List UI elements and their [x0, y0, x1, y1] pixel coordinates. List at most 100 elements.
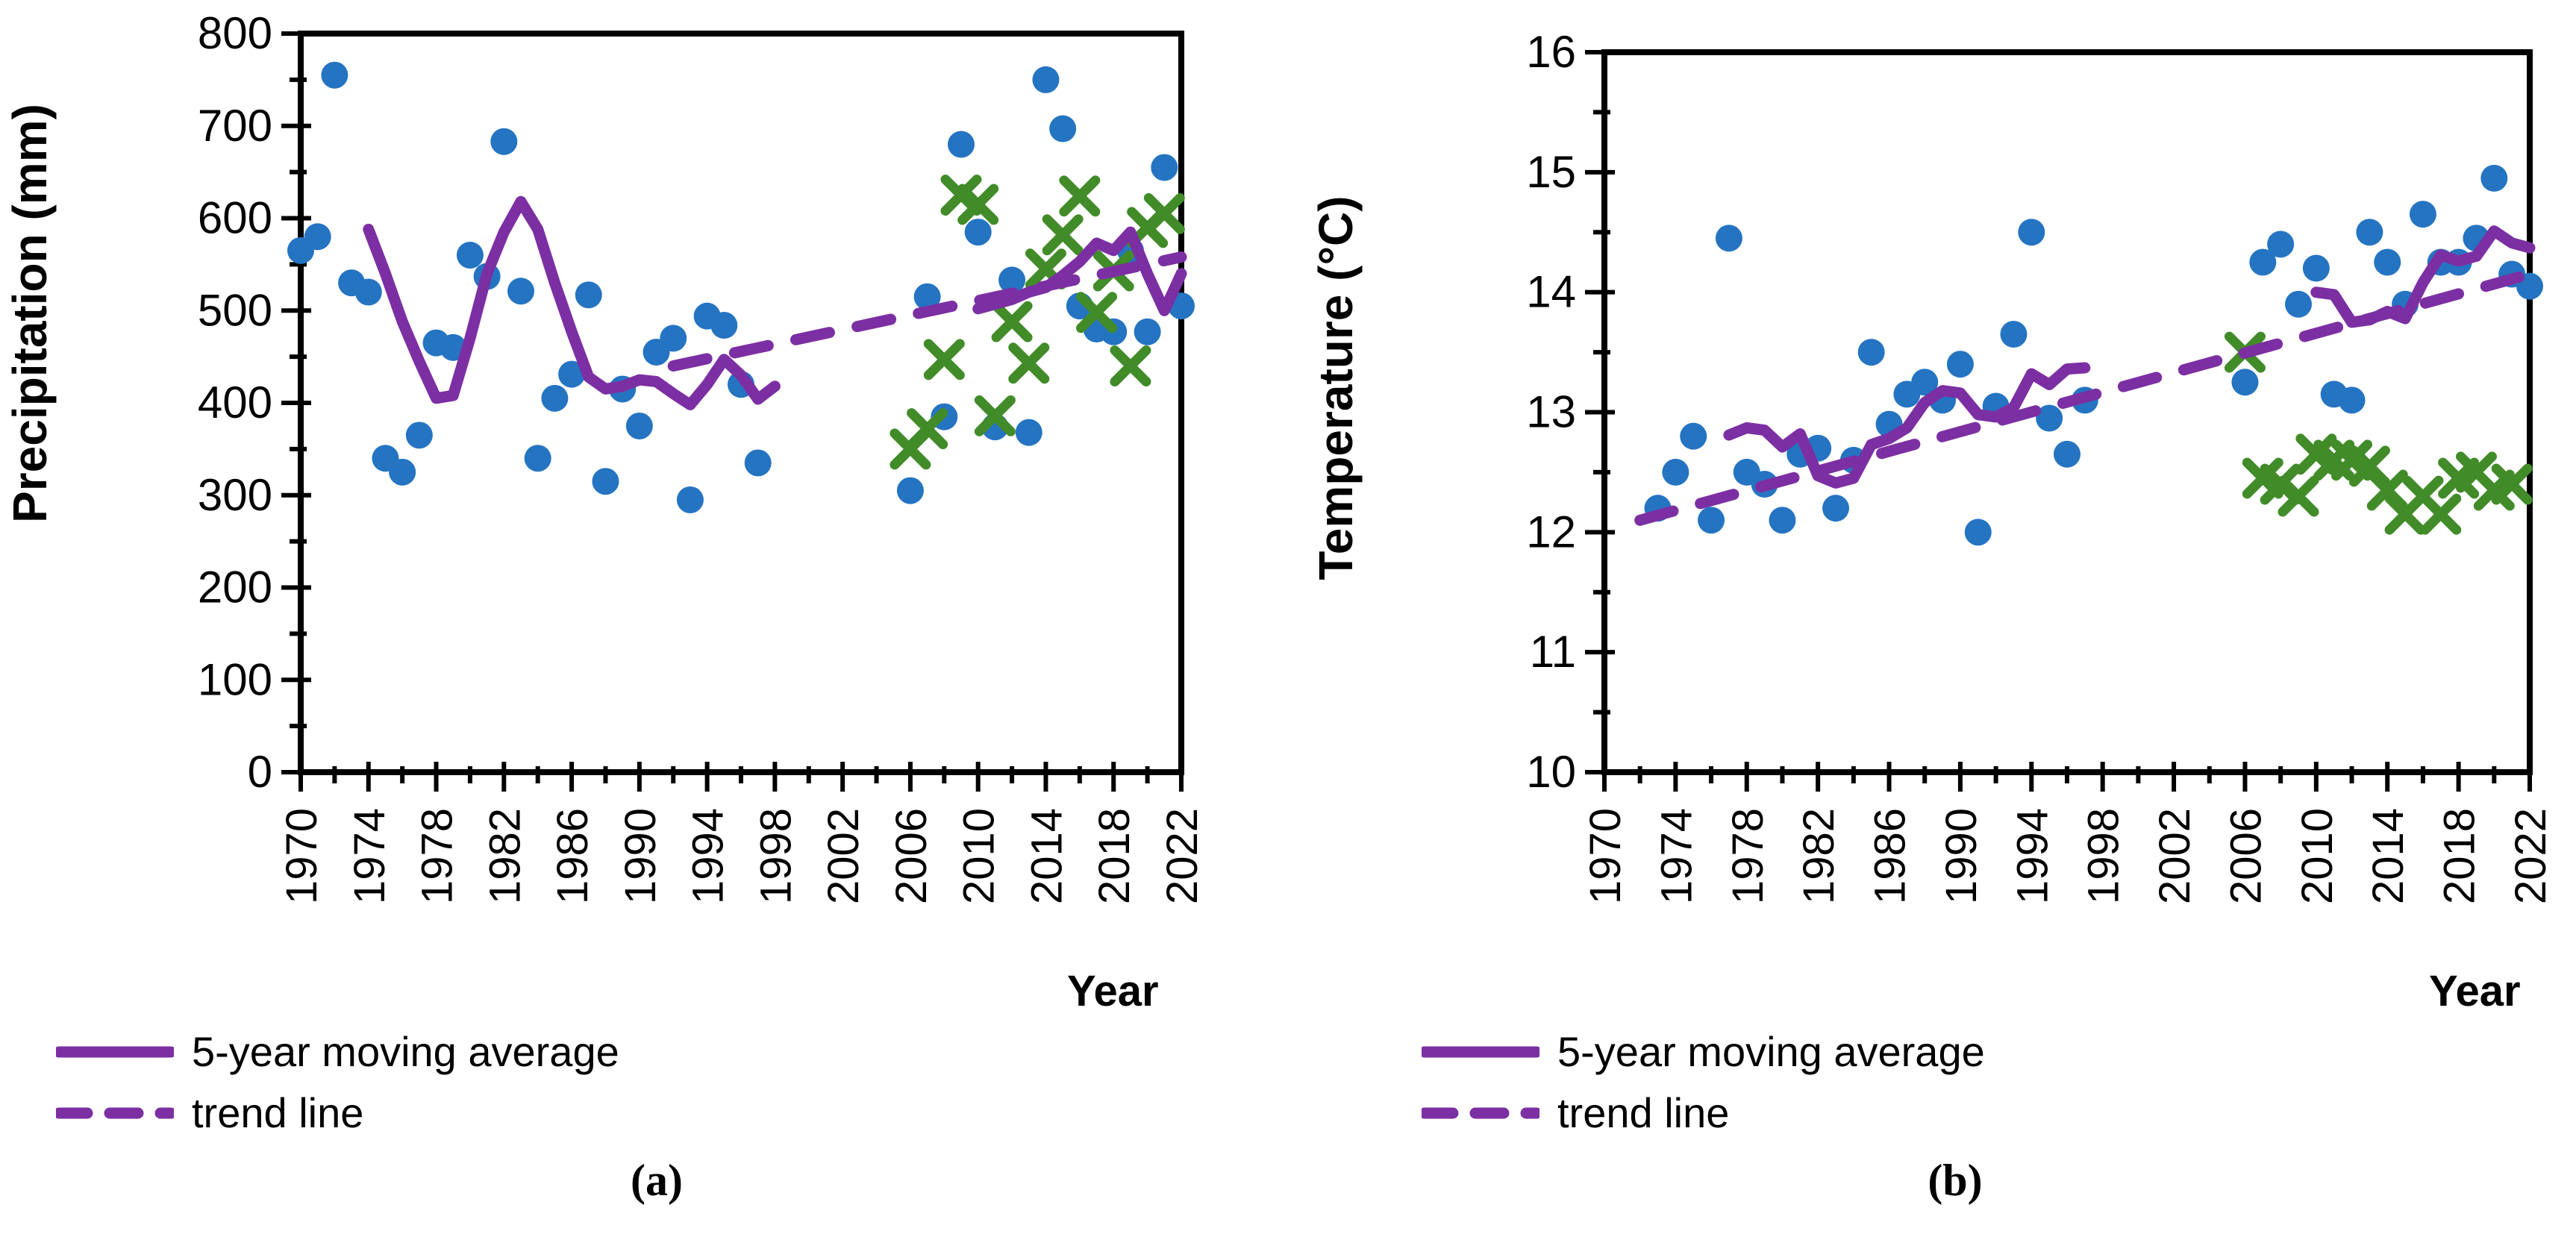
data-point-dot — [2409, 201, 2436, 228]
data-point-x — [1008, 342, 1050, 384]
data-point-dot — [507, 278, 534, 305]
series-line-solid — [363, 195, 1187, 410]
data-point-dot — [304, 223, 331, 251]
chart-panel-b: 1970 1974 1978 1982 1986 1990 1994 1998 2002 2006… — [1309, 27, 2555, 904]
x-tick-label: 2018 — [1090, 808, 1139, 904]
x-tick-label: 2010 — [955, 808, 1004, 904]
x-tick-label: 1990 — [1937, 808, 1986, 904]
y-axis-title: Precipitation (mm) — [3, 104, 57, 523]
data-point-dot — [1946, 351, 1974, 378]
series-dot — [1644, 164, 2543, 546]
data-point-dot — [2356, 219, 2383, 246]
xaxis-title-b: Year — [2429, 967, 2521, 1015]
data-point-dot — [575, 281, 602, 309]
data-point-x — [907, 408, 948, 450]
y-tick-label: 13 — [1526, 387, 1576, 437]
y-tick-label: 12 — [1526, 507, 1576, 557]
data-point-dot — [998, 266, 1026, 294]
x-tick-label: 1970 — [278, 808, 326, 904]
data-point-dot — [1769, 507, 1796, 534]
moving-average-line — [2310, 225, 2536, 328]
data-point-dot — [1857, 339, 1885, 366]
x-tick-label: 2014 — [1022, 808, 1071, 904]
data-point-x — [1143, 192, 1185, 234]
legend-label-moving-average: 5-year moving average — [1557, 1028, 1985, 1075]
data-point-dot — [1964, 519, 1992, 546]
data-point-dot — [1715, 225, 1742, 252]
x-tick-label: 1990 — [616, 808, 665, 904]
data-point-dot — [2249, 248, 2277, 276]
x-tick-label: 2002 — [2151, 808, 2199, 904]
data-point-dot — [389, 458, 416, 486]
legend-item-moving-average: 5-year moving average — [56, 1031, 619, 1073]
legend-label-trend-line: trend line — [1557, 1089, 1730, 1136]
x-tick-label: 1970 — [1581, 808, 1630, 904]
y-tick-label: 10 — [1526, 747, 1576, 797]
series-x — [2224, 331, 2533, 535]
legend-panel-a: 5-year moving average trend line — [56, 1031, 619, 1134]
y-tick-label: 300 — [198, 470, 272, 520]
data-point-dot — [1662, 458, 1689, 486]
x-tick-label: 1978 — [1724, 808, 1772, 904]
data-point-dot — [744, 449, 772, 477]
chart-panel-a: 1970 1974 1978 1982 1986 1990 1994 1998 2002 2006… — [3, 8, 1207, 904]
x-tick-label: 1986 — [1866, 808, 1915, 904]
series-x — [890, 175, 1185, 470]
x-tick-label: 1982 — [1795, 808, 1843, 904]
data-point-dot — [354, 278, 382, 306]
data-point-dot — [490, 128, 518, 155]
y-tick-label: 400 — [198, 378, 272, 428]
x-tick-label: 1998 — [751, 808, 800, 904]
trend-line — [1634, 269, 2536, 526]
data-point-dot — [1134, 318, 1161, 345]
x-tick-label: 1974 — [1652, 808, 1701, 904]
y-axis-title: Temperature (°C) — [1309, 195, 1363, 580]
y-tick-label: 11 — [1530, 627, 1576, 677]
caption-panel-b: (b) — [1928, 1156, 1983, 1205]
data-point-dot — [2480, 164, 2508, 192]
y-tick-label: 600 — [198, 193, 272, 243]
legend-item-trend-line: trend line — [1422, 1092, 1985, 1134]
x-tick-label: 2018 — [2436, 808, 2484, 904]
series-dot — [287, 61, 1195, 513]
data-point-x — [1110, 345, 1151, 386]
data-point-dot — [1911, 369, 1939, 396]
data-point-x — [923, 339, 965, 381]
caption-panel-a: (a) — [631, 1156, 683, 1205]
x-tick-label: 2022 — [2507, 808, 2555, 904]
moving-average-line — [363, 195, 781, 410]
x-tick-label: 2014 — [2364, 808, 2413, 904]
x-tick-label: 1998 — [2080, 808, 2128, 904]
dashed-line-swatch-icon — [1422, 1107, 1539, 1119]
data-point-dot — [2000, 320, 2028, 348]
data-point-dot — [321, 61, 348, 89]
x-tick-label: 1978 — [413, 808, 462, 904]
plot-border — [298, 31, 1184, 775]
data-point-dot — [948, 131, 975, 158]
moving-average-line — [972, 226, 1187, 316]
data-point-dot — [1822, 495, 1849, 522]
data-point-dot — [405, 422, 433, 449]
data-point-x — [974, 395, 1016, 436]
data-point-dot — [524, 445, 551, 472]
data-point-dot — [2302, 254, 2330, 282]
data-point-x — [957, 184, 999, 225]
trend-line — [667, 251, 1187, 372]
legend-label-moving-average: 5-year moving average — [192, 1028, 619, 1075]
data-point-x — [1059, 175, 1101, 217]
y-tick-label: 800 — [198, 8, 272, 58]
data-point-dot — [710, 312, 738, 339]
data-point-x — [1076, 292, 1118, 333]
data-point-x — [2420, 493, 2462, 535]
data-point-x — [1042, 214, 1084, 256]
y-tick-label: 15 — [1526, 147, 1576, 197]
y-tick-label: 0 — [248, 747, 272, 797]
x-tick-label: 2002 — [819, 808, 868, 904]
y-tick-label: 14 — [1526, 267, 1576, 317]
data-point-dot — [2267, 231, 2295, 258]
data-point-dot — [2036, 404, 2063, 432]
data-point-dot — [1015, 419, 1042, 446]
data-point-dot — [1680, 422, 1707, 450]
data-point-dot — [625, 412, 653, 439]
